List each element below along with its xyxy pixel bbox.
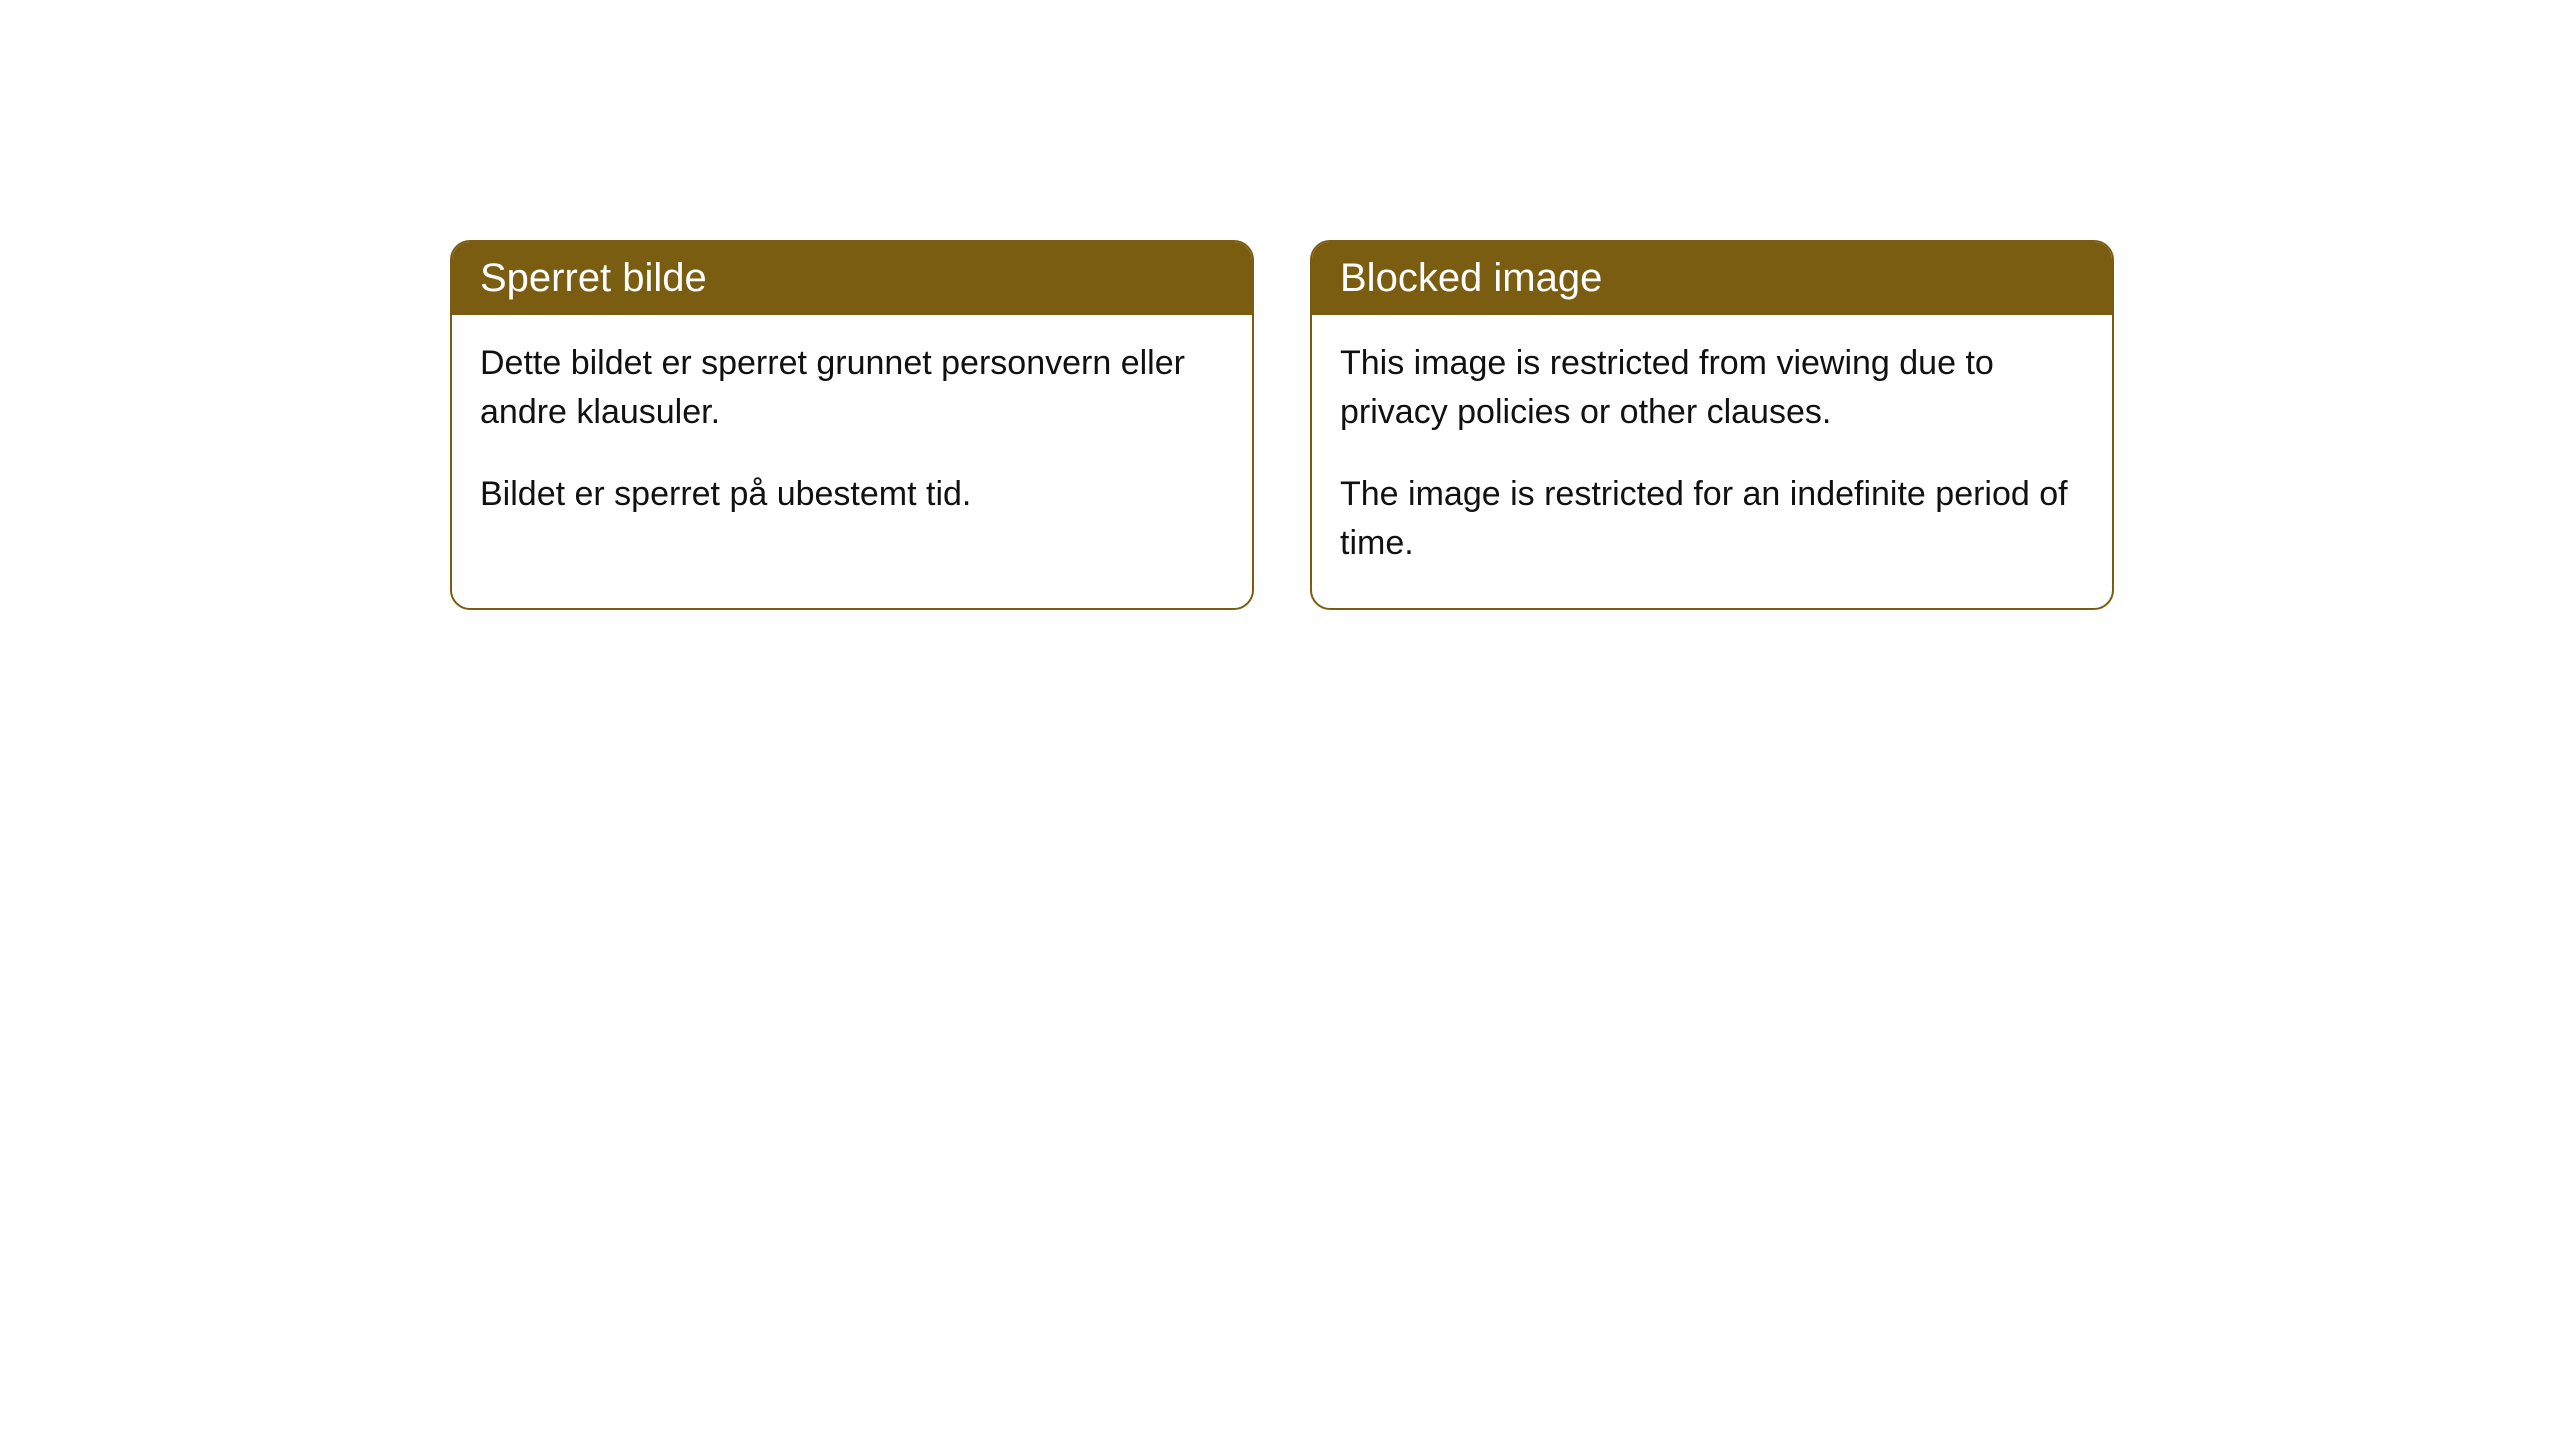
card-paragraph-2: Bildet er sperret på ubestemt tid. xyxy=(480,470,1224,519)
card-header: Blocked image xyxy=(1312,242,2112,315)
card-title: Blocked image xyxy=(1340,256,1602,300)
card-english: Blocked image This image is restricted f… xyxy=(1310,240,2114,610)
card-paragraph-1: Dette bildet er sperret grunnet personve… xyxy=(480,339,1224,438)
card-body: This image is restricted from viewing du… xyxy=(1312,315,2112,608)
card-body: Dette bildet er sperret grunnet personve… xyxy=(452,315,1252,559)
card-paragraph-2: The image is restricted for an indefinit… xyxy=(1340,470,2084,569)
card-header: Sperret bilde xyxy=(452,242,1252,315)
cards-container: Sperret bilde Dette bildet er sperret gr… xyxy=(0,0,2560,610)
card-paragraph-1: This image is restricted from viewing du… xyxy=(1340,339,2084,438)
card-norwegian: Sperret bilde Dette bildet er sperret gr… xyxy=(450,240,1254,610)
card-title: Sperret bilde xyxy=(480,256,707,300)
